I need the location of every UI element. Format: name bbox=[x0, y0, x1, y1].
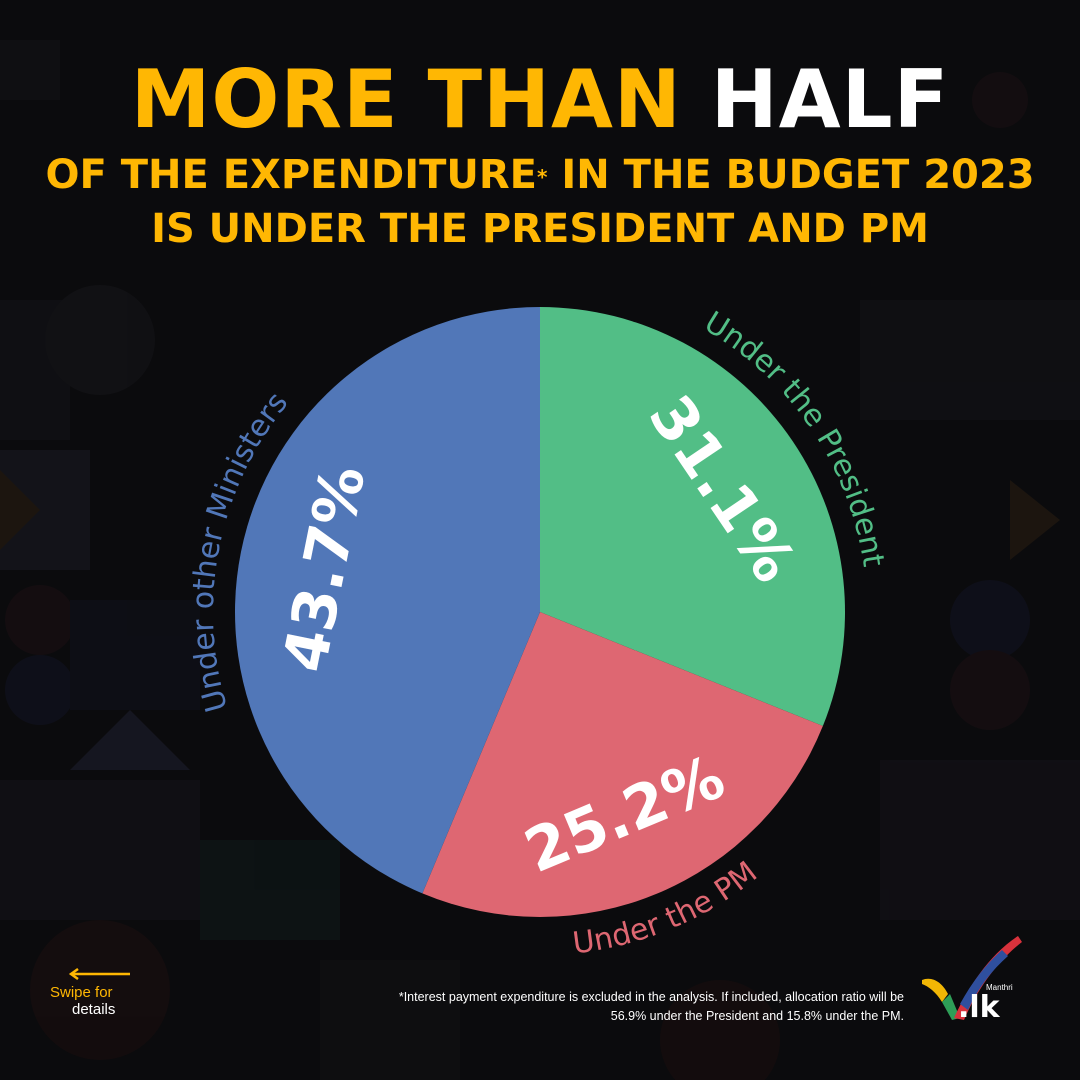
bg-shape bbox=[45, 285, 155, 395]
bg-shape bbox=[972, 72, 1028, 128]
pie-slice-0 bbox=[540, 307, 845, 727]
bg-shape bbox=[0, 40, 60, 100]
logo-small-text: Manthri bbox=[986, 983, 1013, 992]
bg-shape bbox=[70, 600, 200, 710]
bg-shape bbox=[860, 300, 1080, 420]
bg-shape bbox=[30, 920, 170, 1060]
headline-line-2-text: OF THE EXPENDITURE bbox=[45, 152, 537, 198]
pie-slice-2 bbox=[235, 306, 540, 894]
bg-shape bbox=[950, 650, 1030, 730]
bg-shape bbox=[70, 710, 190, 770]
headline: MORE THAN HALF OF THE EXPENDITURE* IN TH… bbox=[0, 52, 1080, 256]
footnote-marker: * bbox=[536, 165, 548, 189]
bg-shape bbox=[5, 655, 75, 725]
pie-slice-1 bbox=[422, 612, 823, 917]
headline-yellow-text: MORE THAN bbox=[130, 53, 682, 146]
footnote: *Interest payment expenditure is exclude… bbox=[304, 988, 904, 1026]
headline-line-2-rest: IN THE BUDGET 2023 bbox=[561, 152, 1035, 198]
footnote-line-2: 56.9% under the President and 15.8% unde… bbox=[610, 1009, 904, 1023]
footnote-line-1: *Interest payment expenditure is exclude… bbox=[398, 990, 904, 1004]
bg-shape bbox=[880, 760, 1080, 920]
bg-shape bbox=[320, 960, 460, 1080]
bg-shape bbox=[0, 780, 200, 920]
bg-shape bbox=[5, 585, 75, 655]
headline-white-text: HALF bbox=[710, 53, 950, 146]
manthri-logo-icon bbox=[922, 936, 1022, 1020]
bg-shape bbox=[1010, 480, 1060, 560]
headline-line-1: MORE THAN HALF bbox=[0, 52, 1080, 148]
arrow-left-icon bbox=[68, 968, 130, 980]
bg-shape bbox=[660, 980, 780, 1080]
swipe-text: Swipe for bbox=[50, 984, 113, 1001]
swipe-details-text: details bbox=[72, 1001, 116, 1018]
headline-line-3: IS UNDER THE PRESIDENT AND PM bbox=[151, 206, 929, 252]
headline-line-2: OF THE EXPENDITURE* IN THE BUDGET 2023 bbox=[0, 148, 1080, 202]
bg-shape bbox=[950, 580, 1030, 660]
logo-text: .lk bbox=[958, 990, 1000, 1025]
bg-shape bbox=[0, 470, 40, 550]
bg-shape bbox=[200, 840, 340, 940]
